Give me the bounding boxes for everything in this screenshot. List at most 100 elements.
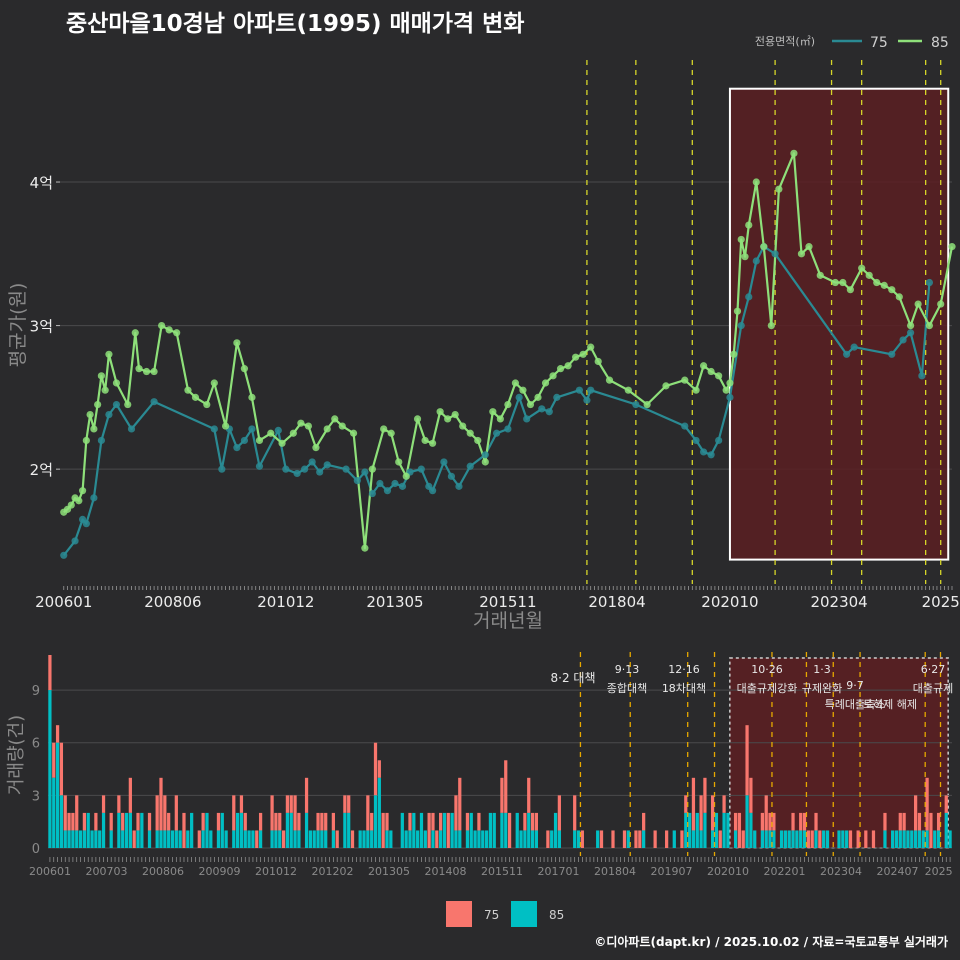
volume-bar-85 bbox=[408, 830, 412, 848]
data-point-85 bbox=[82, 436, 90, 445]
volume-bar-85 bbox=[523, 830, 527, 848]
volume-bar-85 bbox=[921, 830, 925, 848]
volume-bar-75 bbox=[802, 812, 807, 831]
volume-bar-85 bbox=[174, 830, 178, 848]
volume-bar-75 bbox=[94, 812, 98, 831]
data-point-75 bbox=[308, 458, 316, 466]
data-point-75 bbox=[850, 343, 858, 351]
volume-bar-75 bbox=[772, 812, 776, 831]
data-point-85 bbox=[726, 379, 734, 387]
data-point-75 bbox=[97, 436, 106, 445]
volume-bar-75 bbox=[132, 830, 136, 848]
volume-bar-85 bbox=[477, 830, 481, 848]
data-point-85 bbox=[594, 357, 602, 366]
data-point-85 bbox=[624, 386, 632, 394]
volume-bar-75 bbox=[684, 795, 688, 813]
data-point-75 bbox=[715, 436, 723, 445]
volume-bar-85 bbox=[534, 830, 539, 848]
volume-bar-85 bbox=[492, 812, 496, 848]
data-point-85 bbox=[459, 422, 467, 430]
volume-bar-85 bbox=[768, 830, 772, 848]
volume-bar-85 bbox=[699, 830, 703, 848]
data-point-75 bbox=[210, 425, 218, 433]
data-point-85 bbox=[767, 321, 775, 330]
data-point-75 bbox=[316, 468, 324, 476]
volume-bar-85 bbox=[101, 812, 106, 848]
data-point-75 bbox=[368, 489, 376, 498]
data-point-75 bbox=[429, 487, 437, 495]
volume-bar-75 bbox=[936, 812, 941, 831]
volume-bar-85 bbox=[178, 830, 182, 848]
volume-y-tick-label: 9 bbox=[32, 684, 40, 699]
volume-bar-85 bbox=[389, 830, 393, 848]
data-point-75 bbox=[492, 429, 501, 437]
data-point-85 bbox=[865, 271, 873, 279]
volume-bar-75 bbox=[737, 812, 742, 848]
data-point-85 bbox=[752, 178, 760, 186]
policy-annotation-label: 8·2 대책 bbox=[551, 670, 596, 685]
data-point-85 bbox=[421, 436, 429, 445]
data-point-85 bbox=[387, 429, 395, 437]
volume-bar-75 bbox=[182, 812, 186, 848]
policy-annotation-date: 9·13 bbox=[615, 663, 640, 676]
data-point-85 bbox=[380, 425, 388, 433]
x-tick-label: 202010 bbox=[701, 593, 758, 611]
volume-bar-75 bbox=[350, 830, 355, 848]
volume-bar-75 bbox=[174, 795, 178, 831]
volume-bar-75 bbox=[458, 777, 462, 831]
volume-bar-75 bbox=[343, 795, 347, 813]
policy-annotation-name: 토허제 해제 bbox=[863, 697, 917, 711]
volume-bar-85 bbox=[450, 812, 454, 848]
volume-bar-85 bbox=[898, 830, 902, 848]
legend-title: 전용면적(㎡) bbox=[755, 35, 815, 48]
volume-bar-75 bbox=[741, 830, 745, 848]
data-point-85 bbox=[481, 458, 489, 466]
volume-bar-75 bbox=[917, 812, 922, 831]
volume-bar-85 bbox=[304, 812, 309, 848]
data-point-85 bbox=[124, 400, 132, 409]
volume-bar-75 bbox=[255, 830, 259, 848]
volume-x-tick-label: 201408 bbox=[425, 865, 467, 878]
volume-bar-85 bbox=[247, 830, 251, 848]
volume-bar-85 bbox=[205, 812, 209, 848]
volume-x-tick-label: 201511 bbox=[481, 865, 523, 878]
volume-bar-85 bbox=[167, 830, 171, 848]
volume-bar-75 bbox=[67, 812, 71, 831]
volume-bar-85 bbox=[845, 830, 849, 848]
volume-bar-75 bbox=[856, 830, 860, 848]
volume-bar-75 bbox=[864, 830, 868, 848]
volume-bar-85 bbox=[530, 830, 535, 848]
volume-bar-85 bbox=[714, 812, 719, 848]
volume-bar-75 bbox=[722, 795, 726, 813]
data-point-85 bbox=[730, 350, 738, 358]
data-point-85 bbox=[489, 408, 497, 416]
data-point-85 bbox=[97, 372, 106, 380]
policy-annotation-name: 18차대책 bbox=[662, 682, 706, 695]
data-point-85 bbox=[101, 386, 109, 394]
volume-bar-85 bbox=[891, 830, 895, 848]
policy-annotation-name: 특례대출축소 bbox=[825, 698, 886, 711]
volume-x-tick-label: 201012 bbox=[255, 865, 297, 878]
volume-bar-75 bbox=[580, 830, 584, 848]
data-point-85 bbox=[210, 379, 218, 387]
data-point-85 bbox=[248, 393, 256, 401]
volume-bar-75 bbox=[680, 830, 684, 848]
volume-bar-85 bbox=[944, 812, 948, 848]
y-axis-title: 평균가(원) bbox=[7, 283, 29, 368]
volume-bar-85 bbox=[117, 812, 121, 848]
volume-bar-75 bbox=[163, 795, 167, 831]
volume-bar-75 bbox=[258, 812, 263, 831]
volume-bar-85 bbox=[469, 812, 473, 848]
data-point-75 bbox=[726, 393, 734, 401]
data-point-85 bbox=[323, 425, 331, 433]
volume-bar-75 bbox=[335, 830, 339, 848]
volume-bar-75 bbox=[477, 812, 481, 831]
data-point-75 bbox=[248, 425, 256, 433]
volume-bar-85 bbox=[626, 830, 630, 848]
volume-bar-85 bbox=[82, 830, 87, 848]
volume-bar-85 bbox=[423, 830, 427, 848]
volume-bar-85 bbox=[147, 830, 152, 848]
data-point-85 bbox=[790, 149, 798, 157]
data-point-75 bbox=[240, 436, 249, 445]
volume-bar-85 bbox=[488, 812, 493, 848]
